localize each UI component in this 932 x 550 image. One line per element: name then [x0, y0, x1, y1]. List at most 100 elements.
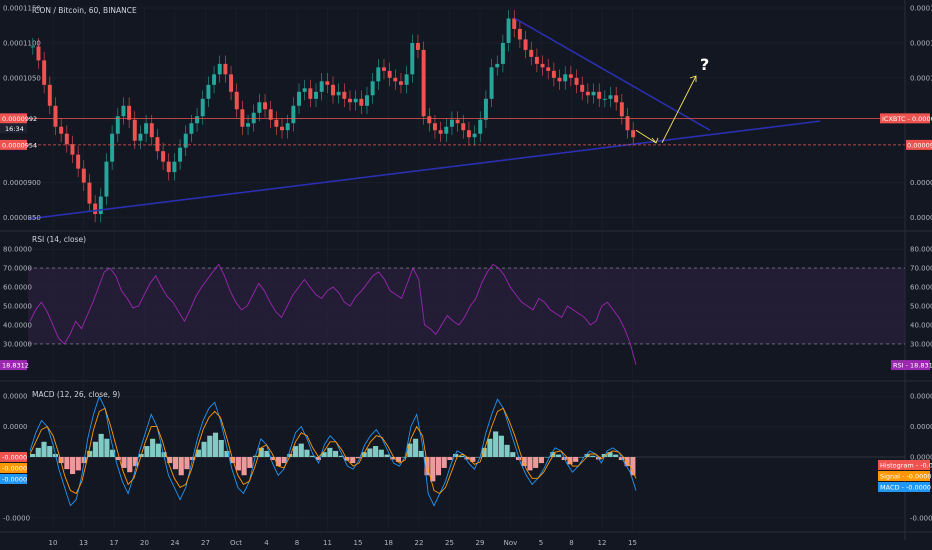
candle-body [195, 116, 200, 124]
histogram-bar [30, 453, 36, 457]
price-y-tick-right: 0.0000850 [910, 214, 932, 222]
macd-tag-right [878, 460, 930, 470]
rsi-y-axis: 80.0000 80.0000 70.0000 70.0000 60.0000 60.00… [3, 246, 932, 349]
histogram-bar [493, 431, 499, 457]
macd-y-tick-left: 0.0000 [3, 423, 28, 431]
macd-y-tick-right: 0.0000 [910, 454, 932, 462]
histogram-bar [515, 457, 522, 461]
price-y-tick-left: 0.0000850 [3, 214, 41, 222]
histogram-bar [132, 457, 139, 467]
histogram-bar [35, 447, 41, 457]
candle-body [376, 67, 381, 82]
countdown-text: 16:34 [5, 125, 24, 133]
price-tag-left [0, 139, 27, 150]
candle-body [319, 81, 324, 92]
histogram-bar [247, 457, 253, 468]
histogram-bar [567, 457, 573, 465]
candle-body [189, 123, 194, 134]
candle-body [308, 88, 313, 99]
candle-body [461, 123, 466, 131]
candle-body [104, 161, 109, 197]
histogram-bar [110, 449, 116, 457]
candle-body [512, 18, 517, 29]
candle-body [404, 74, 409, 85]
candle-body [161, 151, 166, 162]
histogram-bar [384, 454, 390, 457]
candle-body [619, 102, 624, 117]
histogram-bar [315, 457, 321, 461]
histogram-bar [367, 448, 373, 457]
x-tick-label: 18 [384, 539, 393, 547]
x-tick-label: 8 [569, 539, 573, 547]
candle-body [47, 84, 52, 106]
macd-tag-left [0, 452, 27, 462]
candle-body [557, 77, 562, 82]
price-y-tick-right: 0.0001150 [910, 5, 932, 13]
histogram-bar [201, 441, 207, 457]
histogram-bar [178, 457, 184, 476]
histogram-bar [47, 446, 53, 457]
histogram-bar [212, 432, 219, 457]
histogram-bar [424, 457, 430, 476]
candle-body [506, 18, 511, 43]
histogram-bar [550, 452, 556, 457]
x-tick-label: 12 [598, 539, 607, 547]
candle-body [336, 91, 341, 96]
histogram-bar [75, 457, 81, 471]
rsi-y-tick-left: 40.0000 [3, 321, 32, 329]
macd-line [29, 394, 637, 507]
candle-body [597, 91, 602, 99]
rsi-pane: RSI (14, close) 80.0000 80.0000 70.0000 70.… [0, 235, 932, 371]
histogram-bar [487, 438, 493, 457]
candle-body [387, 70, 392, 78]
macd-tags: -0.0000 -0.0000 -0.0000 Histogram - -0.0000… [0, 452, 932, 492]
histogram-bar [430, 457, 436, 482]
x-tick-label: 15 [628, 539, 637, 547]
candle-body [489, 67, 494, 99]
macd-tag-left-text: -0.0000 [2, 465, 27, 473]
candle-body [608, 95, 613, 99]
price-y-tick-left: 0.0000900 [3, 179, 41, 187]
histogram-bar [407, 443, 413, 457]
x-tick-label: 27 [201, 539, 210, 547]
histogram-bar [184, 457, 190, 470]
candle-body [263, 102, 268, 110]
histogram-bar [618, 457, 624, 461]
price-y-tick-left: 0.0001050 [3, 74, 41, 82]
histogram-bar [504, 444, 510, 457]
price-y-tick-right: 0.0001050 [910, 74, 932, 82]
histogram-bar [241, 457, 247, 476]
candle-body [625, 116, 630, 131]
histogram-bar [281, 457, 287, 464]
candle-body [602, 98, 607, 100]
candle-body [70, 144, 75, 155]
histogram-bar [510, 452, 516, 457]
histogram-bar [418, 450, 424, 457]
candle-body [229, 74, 234, 92]
macd-tag-right-text: MACD - -0.0000 [880, 484, 931, 492]
histogram-bar [470, 457, 476, 462]
macd-y-tick-left: -0.0000 [3, 514, 30, 522]
candle-body [172, 161, 177, 173]
histogram-bar [264, 450, 270, 457]
x-tick-label: 5 [539, 539, 543, 547]
candle-body [64, 133, 69, 145]
histogram-bar [270, 457, 276, 461]
x-tick-label: 15 [354, 539, 363, 547]
candle-body [370, 81, 375, 96]
histogram-bar [207, 435, 213, 457]
candle-body [455, 119, 460, 124]
histogram-bar [64, 457, 70, 470]
candle-body [127, 105, 132, 120]
histogram-bar [395, 457, 402, 462]
candle-body [155, 137, 160, 152]
histogram-bar [613, 454, 619, 457]
price-y-tick-right: 0.0001100 [910, 39, 932, 47]
x-tick-label: 24 [171, 539, 180, 547]
x-tick-label: 20 [140, 539, 149, 547]
histogram-bar [92, 441, 99, 457]
candle-body [348, 98, 352, 103]
x-tick-label: 10 [49, 539, 58, 547]
macd-tag-right-text: Histogram - -0.0000 [880, 462, 932, 470]
